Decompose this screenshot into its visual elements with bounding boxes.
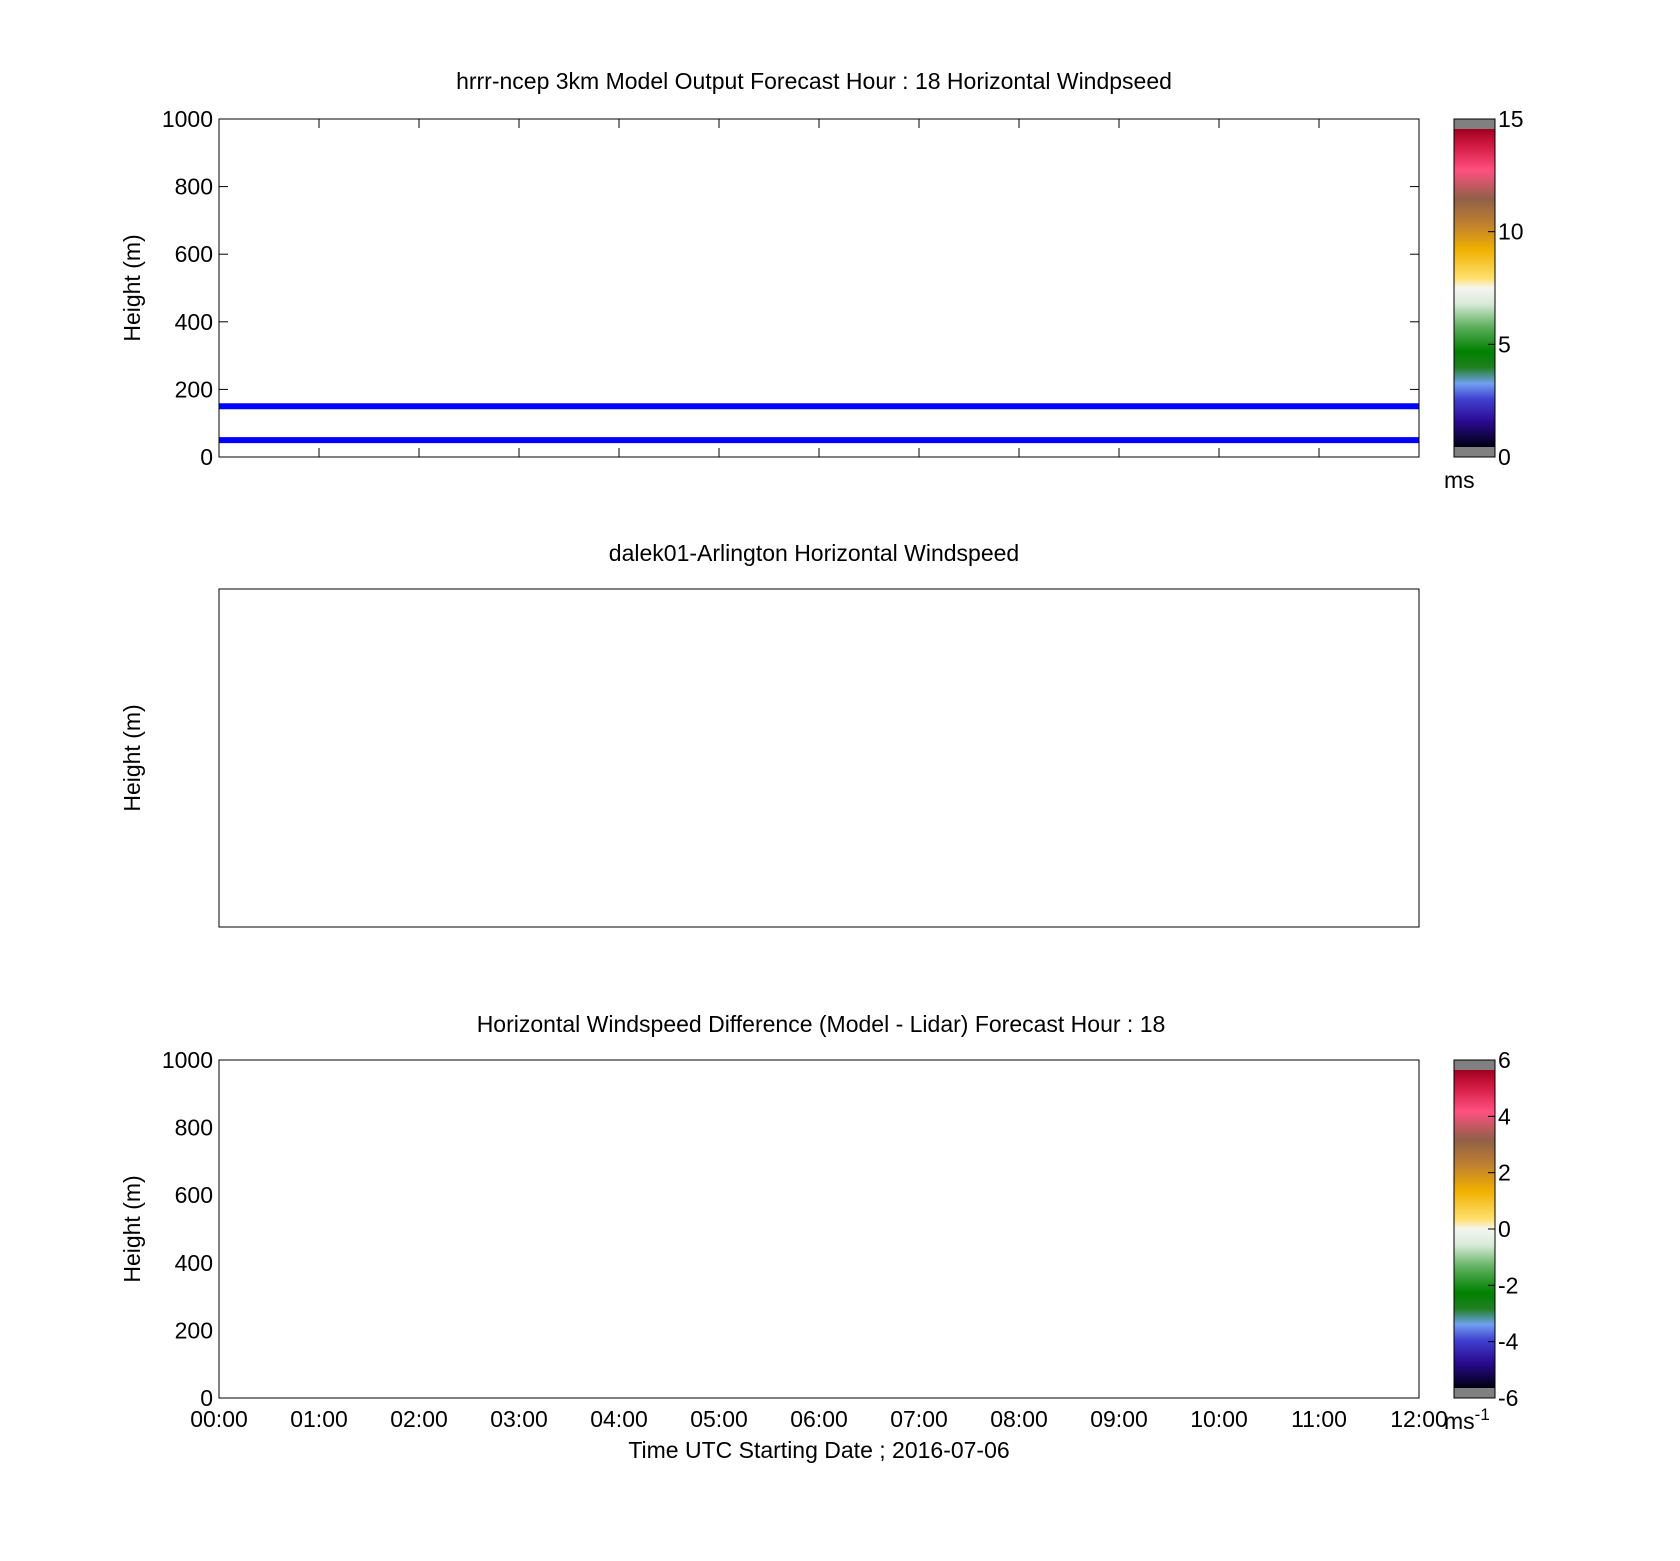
x-tick-label: 01:00 xyxy=(290,1406,348,1432)
colorbar-tick-label: -2 xyxy=(1498,1272,1518,1298)
colorbar-over xyxy=(1454,1060,1495,1070)
colorbar-ramp xyxy=(1454,129,1495,447)
colorbar-tick-label: -4 xyxy=(1498,1329,1519,1355)
y-tick-label: 0 xyxy=(200,1385,213,1411)
ticks: 0 200 400 600 800 1000 00:00 01:00 02:00 03:00 04:… xyxy=(162,1047,1448,1432)
y-tick-label: 200 xyxy=(175,1317,213,1343)
colorbar-under xyxy=(1454,1388,1495,1398)
y-axis-label: Height (m) xyxy=(119,704,145,811)
x-tick-label: 07:00 xyxy=(890,1406,948,1432)
plot-frame xyxy=(218,1059,1420,1399)
colorbar-unit: ms-1 xyxy=(1444,1405,1490,1434)
x-tick-label: 04:00 xyxy=(590,1406,648,1432)
colorbar-tick-label: 4 xyxy=(1498,1103,1511,1129)
y-axis-label: Height (m) xyxy=(119,234,145,341)
colorbar: 0 5 10 15 ms xyxy=(1444,106,1524,493)
ticks: 0 200 400 600 800 1000 xyxy=(162,106,1420,470)
plot-frame xyxy=(218,118,1420,458)
y-tick-label: 0 xyxy=(200,444,213,470)
x-tick-label: 10:00 xyxy=(1190,1406,1248,1432)
colorbar-tick-label: -6 xyxy=(1498,1385,1518,1411)
colorbar-unit-exponent: -1 xyxy=(1475,1405,1490,1424)
y-tick-label: 400 xyxy=(175,309,213,335)
x-axis-label: Time UTC Starting Date ; 2016-07-06 xyxy=(628,1437,1009,1463)
x-tick-label: 00:00 xyxy=(190,1406,248,1432)
x-tick-label: 11:00 xyxy=(1291,1406,1347,1432)
plot-area xyxy=(219,589,1419,927)
y-tick-label: 600 xyxy=(175,241,213,267)
x-tick-label: 09:00 xyxy=(1090,1406,1148,1432)
x-tick-label: 05:00 xyxy=(690,1406,748,1432)
panel-lidar: dalek01-Arlington Horizontal Windspeed 0… xyxy=(119,540,1519,1434)
plot-area xyxy=(219,1060,1419,1398)
colorbar-tick-label: 2 xyxy=(1498,1160,1511,1186)
reference-lines xyxy=(219,403,1419,444)
panel-title: dalek01-Arlington Horizontal Windspeed xyxy=(609,540,1019,566)
colorbar-tick-label: 15 xyxy=(1498,106,1524,132)
colorbar-tick-label: 5 xyxy=(1498,331,1511,357)
x-tick-label: 12:00 xyxy=(1390,1406,1448,1432)
panel-title: Horizontal Windspeed Difference (Model -… xyxy=(477,1011,1166,1037)
y-tick-label: 1000 xyxy=(162,106,213,132)
colorbar: -6 -4 -2 0 2 4 6 ms-1 xyxy=(1444,1047,1519,1434)
y-tick-label: 200 xyxy=(175,376,213,402)
y-tick-label: 1000 xyxy=(162,1047,213,1073)
panel-title: hrrr-ncep 3km Model Output Forecast Hour… xyxy=(456,68,1172,94)
colorbar-unit: ms xyxy=(1444,467,1475,493)
x-tick-label: 02:00 xyxy=(390,1406,448,1432)
colorbar-tick-label: 6 xyxy=(1498,1047,1511,1073)
panel-difference: Horizontal Windspeed Difference (Model -… xyxy=(119,1011,1420,1399)
plot-area xyxy=(219,119,1419,457)
plot-frame xyxy=(218,588,1420,928)
x-tick-label: 08:00 xyxy=(990,1406,1048,1432)
y-tick-label: 800 xyxy=(175,174,213,200)
colorbar-frame xyxy=(1453,118,1496,458)
colorbar-tick-label: 0 xyxy=(1498,444,1511,470)
y-tick-label: 400 xyxy=(175,1250,213,1276)
colorbar-tick-label: 10 xyxy=(1498,219,1524,245)
panel-model: hrrr-ncep 3km Model Output Forecast Hour… xyxy=(119,68,1524,493)
y-axis-label: Height (m) xyxy=(119,1175,145,1282)
y-tick-label: 600 xyxy=(175,1182,213,1208)
x-tick-label: 06:00 xyxy=(790,1406,848,1432)
colorbar-over xyxy=(1454,119,1495,129)
colorbar-tick-label: 0 xyxy=(1498,1216,1511,1242)
x-tick-label: 03:00 xyxy=(490,1406,548,1432)
y-tick-label: 800 xyxy=(175,1115,213,1141)
colorbar-under xyxy=(1454,447,1495,457)
